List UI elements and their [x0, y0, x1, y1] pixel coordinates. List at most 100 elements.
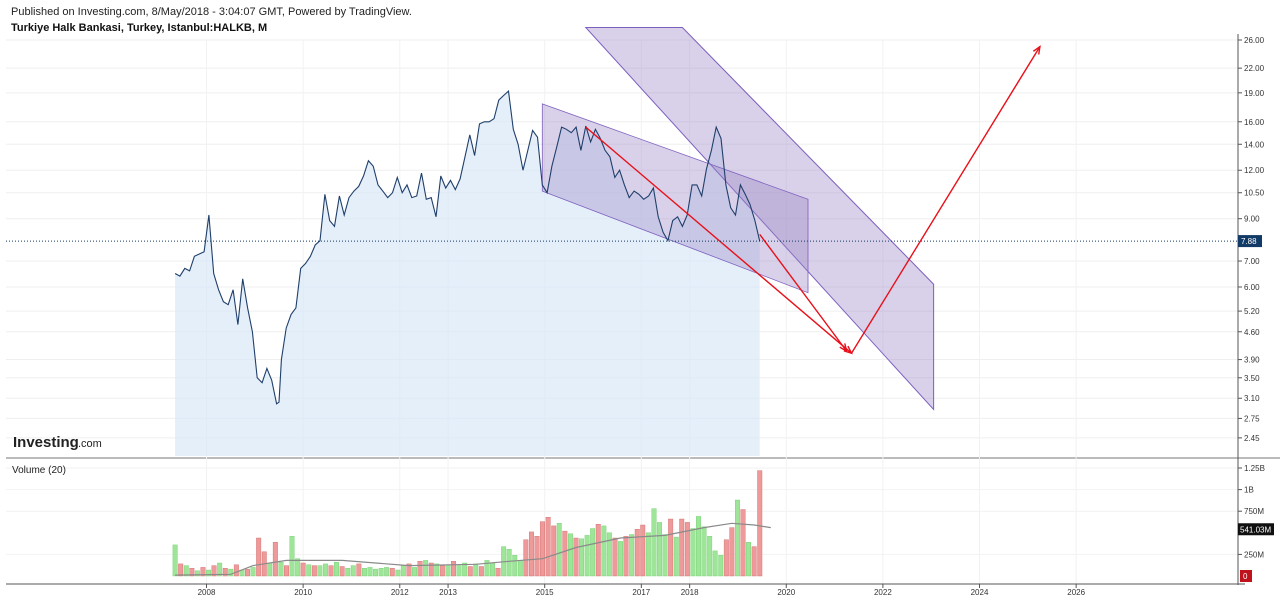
volume-bar — [495, 568, 501, 577]
price-tick-label: 2.75 — [1244, 414, 1260, 423]
volume-axis[interactable]: 1.25B 1B 750M 250M 541.03M 0 — [1238, 464, 1274, 582]
volume-bar — [718, 555, 724, 577]
volume-tick-label: 1B — [1244, 486, 1254, 495]
volume-bar — [540, 521, 545, 577]
down-arrow-recent — [759, 233, 848, 352]
volume-bar — [183, 565, 189, 577]
volume-bar — [662, 534, 668, 577]
volume-bar — [200, 567, 206, 577]
volume-bar — [378, 568, 384, 577]
volume-bar — [211, 565, 217, 577]
zero-label: 0 — [1243, 572, 1248, 581]
volume-bar — [657, 522, 662, 577]
volume-bar — [545, 517, 551, 577]
volume-bar — [590, 528, 596, 577]
up-arrow-head — [1032, 45, 1041, 55]
volume-bar — [311, 565, 317, 577]
volume-bar — [339, 566, 345, 577]
time-tick-label: 2013 — [439, 588, 457, 597]
volume-bar — [679, 518, 685, 577]
volume-bar — [684, 522, 690, 577]
volume-bar — [317, 565, 323, 577]
volume-bar — [172, 544, 178, 577]
price-tick-label: 26.00 — [1244, 36, 1265, 45]
volume-bar — [562, 530, 568, 577]
current-volume-label: 541.03M — [1240, 525, 1271, 534]
volume-bar — [579, 538, 584, 577]
price-tick-label: 9.00 — [1244, 215, 1260, 224]
volume-bar — [222, 568, 228, 577]
logo-main: Investing — [13, 434, 79, 451]
price-area — [175, 91, 760, 456]
volume-bar — [384, 567, 390, 577]
volume-bar — [696, 516, 701, 577]
arrows — [585, 45, 1041, 355]
volume-ma-line — [175, 522, 771, 576]
volume-bar — [484, 560, 490, 577]
price-tick-label: 19.00 — [1244, 89, 1265, 98]
volume-bar — [701, 526, 707, 577]
volume-bar — [400, 565, 406, 577]
volume-bar — [634, 529, 640, 577]
volume-bar — [490, 562, 495, 577]
volume-bar — [512, 555, 518, 577]
volume-tick-label: 1.25B — [1244, 464, 1265, 473]
price-tick-label: 3.10 — [1244, 394, 1260, 403]
volume-bar — [289, 536, 295, 577]
price-tick-label: 22.00 — [1244, 64, 1265, 73]
volume-bar — [729, 527, 735, 577]
volume-bar — [233, 564, 239, 577]
volume-bar — [746, 542, 751, 577]
price-axis[interactable]: 26.00 22.00 19.00 16.00 14.00 12.00 10.50 9.00 7… — [6, 34, 1265, 585]
price-line — [174, 89, 761, 405]
volume-bar — [523, 539, 529, 577]
time-axis[interactable]: 2008 2010 2012 2013 2015 2017 2018 2020 2022 2024… — [6, 583, 1245, 597]
volume-bar — [367, 567, 373, 577]
volume-bar — [529, 531, 534, 577]
volume-bar — [278, 562, 284, 577]
down-arrow-recent-head — [839, 343, 848, 353]
volume-bar — [473, 563, 479, 577]
volume-bar — [295, 558, 301, 577]
lower-channel — [541, 103, 809, 294]
volume-bar — [606, 532, 612, 577]
volume-bar — [467, 566, 473, 577]
price-tick-label: 10.50 — [1244, 189, 1265, 198]
time-tick-label: 2026 — [1067, 588, 1085, 597]
volume-bar — [300, 562, 306, 577]
volume-bar — [306, 564, 312, 577]
time-tick-label: 2024 — [971, 588, 989, 597]
last-price-badge — [1238, 235, 1262, 248]
volume-bar — [673, 536, 679, 577]
published-caption: Published on Investing.com, 8/May/2018 -… — [11, 6, 412, 18]
investing-logo: Investing .com — [13, 434, 102, 451]
volume-bar — [389, 568, 395, 577]
volume-bar — [517, 560, 523, 577]
volume-bar — [328, 565, 334, 577]
volume-bar — [350, 565, 356, 577]
volume-bar — [623, 536, 629, 577]
price-tick-label: 7.00 — [1244, 257, 1260, 266]
volume-bars — [172, 470, 771, 577]
volume-bar — [417, 561, 423, 577]
price-tick-label: 6.00 — [1244, 283, 1260, 292]
time-tick-label: 2012 — [391, 588, 409, 597]
volume-bar — [434, 563, 440, 577]
current-volume-badge — [1238, 523, 1274, 536]
volume-bar — [740, 509, 746, 577]
volume-bar — [668, 518, 674, 577]
volume-bar — [323, 563, 328, 577]
volume-bar — [206, 569, 212, 577]
volume-bar — [412, 567, 417, 577]
volume-bar — [456, 565, 462, 577]
time-tick-label: 2022 — [874, 588, 892, 597]
volume-bar — [651, 508, 657, 577]
volume-bar — [573, 537, 579, 577]
volume-bar — [751, 546, 757, 577]
volume-bar — [428, 562, 434, 577]
volume-bar — [373, 568, 378, 577]
volume-bar — [272, 542, 278, 577]
volume-bar — [228, 568, 234, 577]
volume-bar — [506, 549, 512, 577]
